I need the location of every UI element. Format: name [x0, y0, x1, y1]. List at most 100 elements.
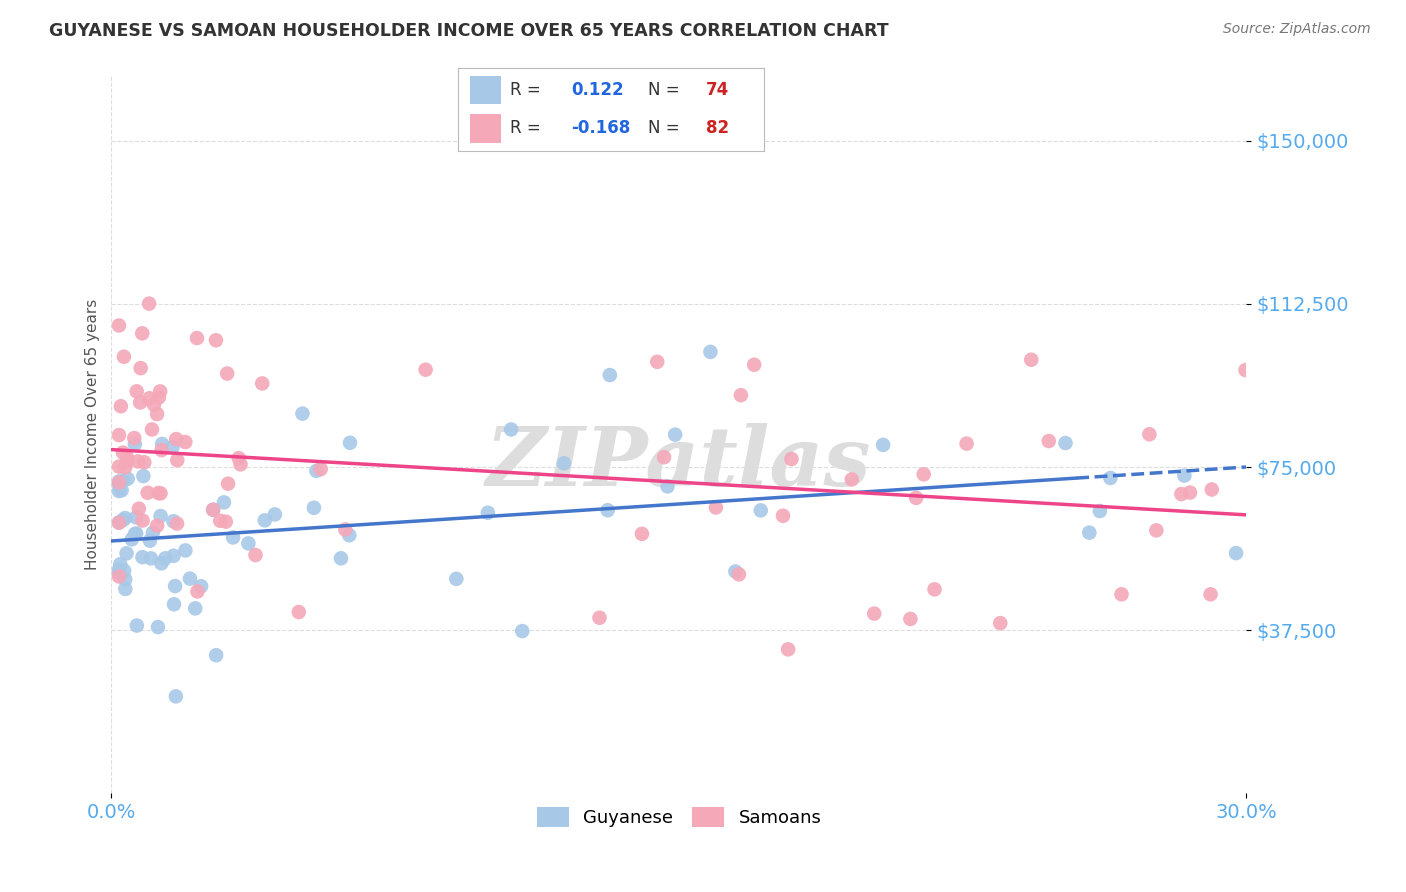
- Point: [125, 526, 148, 541]
- Point: [163, 597, 186, 611]
- Point: [108, 483, 131, 498]
- Point: [179, 572, 201, 586]
- Point: [148, 486, 170, 500]
- Point: [108, 565, 131, 579]
- Point: [1099, 471, 1122, 485]
- Point: [1019, 352, 1042, 367]
- Point: [110, 399, 132, 413]
- Point: [165, 579, 187, 593]
- Point: [111, 483, 134, 498]
- Point: [209, 514, 232, 528]
- Text: Source: ZipAtlas.com: Source: ZipAtlas.com: [1223, 22, 1371, 37]
- Point: [186, 584, 208, 599]
- Point: [205, 648, 228, 663]
- Point: [124, 437, 146, 451]
- Point: [1178, 485, 1201, 500]
- Point: [148, 390, 170, 404]
- Point: [215, 515, 238, 529]
- Point: [111, 445, 134, 459]
- Point: [117, 454, 139, 468]
- Y-axis label: Householder Income Over 65 years: Householder Income Over 65 years: [86, 299, 100, 570]
- Point: [252, 376, 274, 391]
- Point: [309, 462, 332, 476]
- Point: [1170, 487, 1192, 501]
- Point: [112, 350, 135, 364]
- Point: [108, 516, 131, 530]
- Point: [149, 508, 172, 523]
- Point: [780, 452, 803, 467]
- Point: [841, 473, 863, 487]
- Point: [337, 528, 360, 542]
- Point: [114, 511, 136, 525]
- Point: [1078, 525, 1101, 540]
- Point: [728, 567, 751, 582]
- Point: [124, 431, 146, 445]
- Point: [724, 565, 747, 579]
- Point: [302, 500, 325, 515]
- Point: [162, 549, 184, 563]
- Point: [1038, 434, 1060, 448]
- Point: [1111, 587, 1133, 601]
- Point: [253, 513, 276, 527]
- Point: [146, 518, 169, 533]
- Point: [111, 474, 134, 488]
- Point: [132, 469, 155, 483]
- Point: [291, 407, 314, 421]
- Point: [108, 318, 131, 333]
- Point: [150, 557, 173, 571]
- Point: [114, 460, 136, 475]
- Text: ZIPatlas: ZIPatlas: [486, 423, 872, 503]
- Point: [657, 479, 679, 493]
- Point: [955, 436, 977, 450]
- Point: [730, 388, 752, 402]
- Point: [477, 506, 499, 520]
- Point: [134, 455, 156, 469]
- Point: [155, 551, 177, 566]
- Point: [125, 384, 148, 399]
- Point: [212, 495, 235, 509]
- Point: [339, 435, 361, 450]
- Point: [136, 485, 159, 500]
- Point: [110, 558, 132, 572]
- Legend: Guyanese, Samoans: Guyanese, Samoans: [529, 799, 828, 835]
- Point: [588, 611, 610, 625]
- Point: [222, 531, 245, 545]
- Point: [190, 579, 212, 593]
- Point: [264, 508, 287, 522]
- Point: [108, 477, 131, 491]
- Point: [139, 551, 162, 566]
- Point: [415, 362, 437, 376]
- Point: [778, 642, 800, 657]
- Point: [699, 344, 721, 359]
- Point: [108, 563, 131, 577]
- Point: [912, 467, 935, 482]
- Point: [900, 612, 922, 626]
- Point: [1137, 427, 1160, 442]
- Point: [245, 548, 267, 562]
- Point: [129, 361, 152, 376]
- Point: [186, 331, 208, 345]
- Point: [704, 500, 727, 515]
- Point: [139, 533, 162, 548]
- Point: [146, 620, 169, 634]
- Point: [202, 502, 225, 516]
- Point: [217, 476, 239, 491]
- Point: [115, 546, 138, 560]
- Point: [111, 513, 134, 527]
- Point: [150, 437, 173, 451]
- Point: [1173, 468, 1195, 483]
- Point: [150, 443, 173, 458]
- Point: [631, 526, 654, 541]
- Point: [599, 368, 621, 382]
- Point: [108, 475, 131, 489]
- Point: [749, 503, 772, 517]
- Point: [772, 508, 794, 523]
- Point: [217, 367, 239, 381]
- Point: [1201, 483, 1223, 497]
- Point: [288, 605, 311, 619]
- Point: [127, 454, 149, 468]
- Point: [1199, 587, 1222, 601]
- Point: [330, 551, 353, 566]
- Point: [129, 395, 152, 409]
- Point: [146, 407, 169, 421]
